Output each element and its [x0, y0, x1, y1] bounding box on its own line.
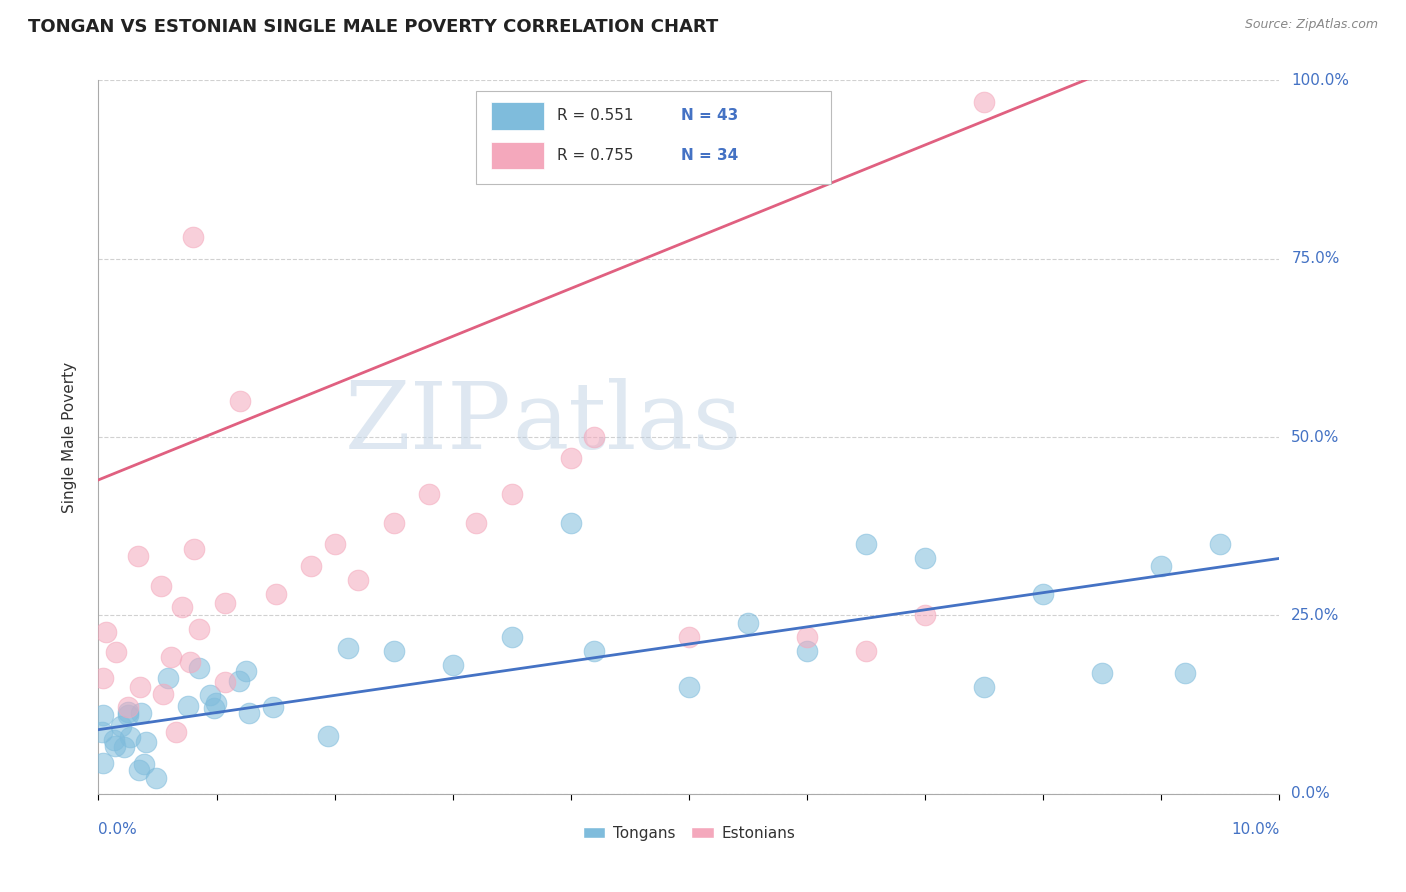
- Point: [105, 645, 128, 659]
- Point: [183, 541, 205, 556]
- Text: 25.0%: 25.0%: [1291, 608, 1340, 623]
- Point: [129, 706, 152, 721]
- Point: [737, 95, 759, 109]
- Point: [214, 675, 236, 690]
- Legend: Tongans, Estonians: Tongans, Estonians: [576, 820, 801, 847]
- Point: [441, 658, 464, 673]
- Point: [1032, 587, 1054, 601]
- Point: [855, 644, 877, 658]
- Text: 75.0%: 75.0%: [1291, 252, 1340, 266]
- Point: [229, 394, 252, 409]
- Point: [583, 644, 606, 658]
- Point: [179, 655, 201, 669]
- Point: [172, 600, 194, 615]
- Point: [382, 516, 405, 530]
- Text: R = 0.551: R = 0.551: [557, 109, 633, 123]
- Point: [91, 756, 114, 771]
- Point: [737, 615, 759, 630]
- Point: [238, 706, 260, 721]
- Point: [112, 740, 135, 755]
- Point: [855, 537, 877, 551]
- Point: [117, 699, 139, 714]
- Point: [465, 516, 488, 530]
- Point: [202, 701, 225, 715]
- Point: [214, 596, 236, 610]
- Point: [187, 622, 209, 636]
- Point: [120, 730, 142, 744]
- Point: [382, 644, 405, 658]
- Point: [914, 551, 936, 566]
- Point: [149, 579, 172, 593]
- Point: [336, 641, 359, 656]
- Point: [1091, 665, 1114, 680]
- Point: [103, 733, 125, 747]
- Point: [91, 671, 114, 685]
- Point: [914, 608, 936, 623]
- Point: [104, 739, 127, 754]
- Text: atlas: atlas: [512, 378, 741, 467]
- Point: [501, 487, 523, 501]
- Point: [177, 699, 200, 714]
- Text: R = 0.755: R = 0.755: [557, 148, 633, 162]
- Point: [94, 624, 117, 639]
- Point: [796, 630, 818, 644]
- Point: [796, 644, 818, 658]
- Point: [1174, 665, 1197, 680]
- Point: [678, 630, 700, 644]
- Bar: [491, 142, 544, 169]
- Point: [157, 672, 180, 686]
- Point: [145, 771, 167, 785]
- Point: [152, 687, 174, 701]
- Point: [1150, 558, 1173, 573]
- Point: [128, 763, 150, 777]
- Point: [134, 757, 156, 772]
- Point: [188, 661, 211, 675]
- Y-axis label: Single Male Poverty: Single Male Poverty: [62, 361, 77, 513]
- Text: TONGAN VS ESTONIAN SINGLE MALE POVERTY CORRELATION CHART: TONGAN VS ESTONIAN SINGLE MALE POVERTY C…: [28, 18, 718, 36]
- Point: [117, 705, 139, 719]
- Bar: [477, 91, 831, 184]
- Point: [235, 664, 257, 678]
- Point: [159, 649, 181, 664]
- Point: [135, 735, 157, 749]
- Point: [128, 680, 150, 694]
- Point: [678, 680, 700, 694]
- Point: [204, 696, 226, 710]
- Text: 0.0%: 0.0%: [1291, 787, 1330, 801]
- Text: Source: ZipAtlas.com: Source: ZipAtlas.com: [1244, 18, 1378, 31]
- Point: [166, 725, 188, 739]
- Text: N = 43: N = 43: [681, 109, 738, 123]
- Text: N = 34: N = 34: [681, 148, 738, 162]
- Point: [1209, 537, 1232, 551]
- Point: [228, 674, 250, 689]
- Bar: [491, 103, 544, 129]
- Point: [973, 95, 995, 109]
- Point: [501, 630, 523, 644]
- Point: [560, 451, 582, 466]
- Point: [973, 680, 995, 694]
- Text: ZIP: ZIP: [344, 378, 512, 467]
- Point: [323, 537, 346, 551]
- Point: [181, 230, 204, 244]
- Point: [264, 587, 287, 601]
- Point: [110, 719, 132, 733]
- Point: [262, 700, 284, 714]
- Point: [117, 707, 139, 722]
- Point: [347, 573, 370, 587]
- Text: 10.0%: 10.0%: [1232, 822, 1279, 838]
- Point: [200, 688, 222, 702]
- Text: 0.0%: 0.0%: [98, 822, 138, 838]
- Text: 100.0%: 100.0%: [1291, 73, 1350, 87]
- Point: [583, 430, 606, 444]
- Point: [418, 487, 440, 501]
- Point: [560, 516, 582, 530]
- Text: 50.0%: 50.0%: [1291, 430, 1340, 444]
- Point: [127, 549, 149, 564]
- Point: [316, 729, 339, 743]
- Point: [299, 558, 322, 573]
- Point: [91, 724, 114, 739]
- Point: [91, 707, 114, 722]
